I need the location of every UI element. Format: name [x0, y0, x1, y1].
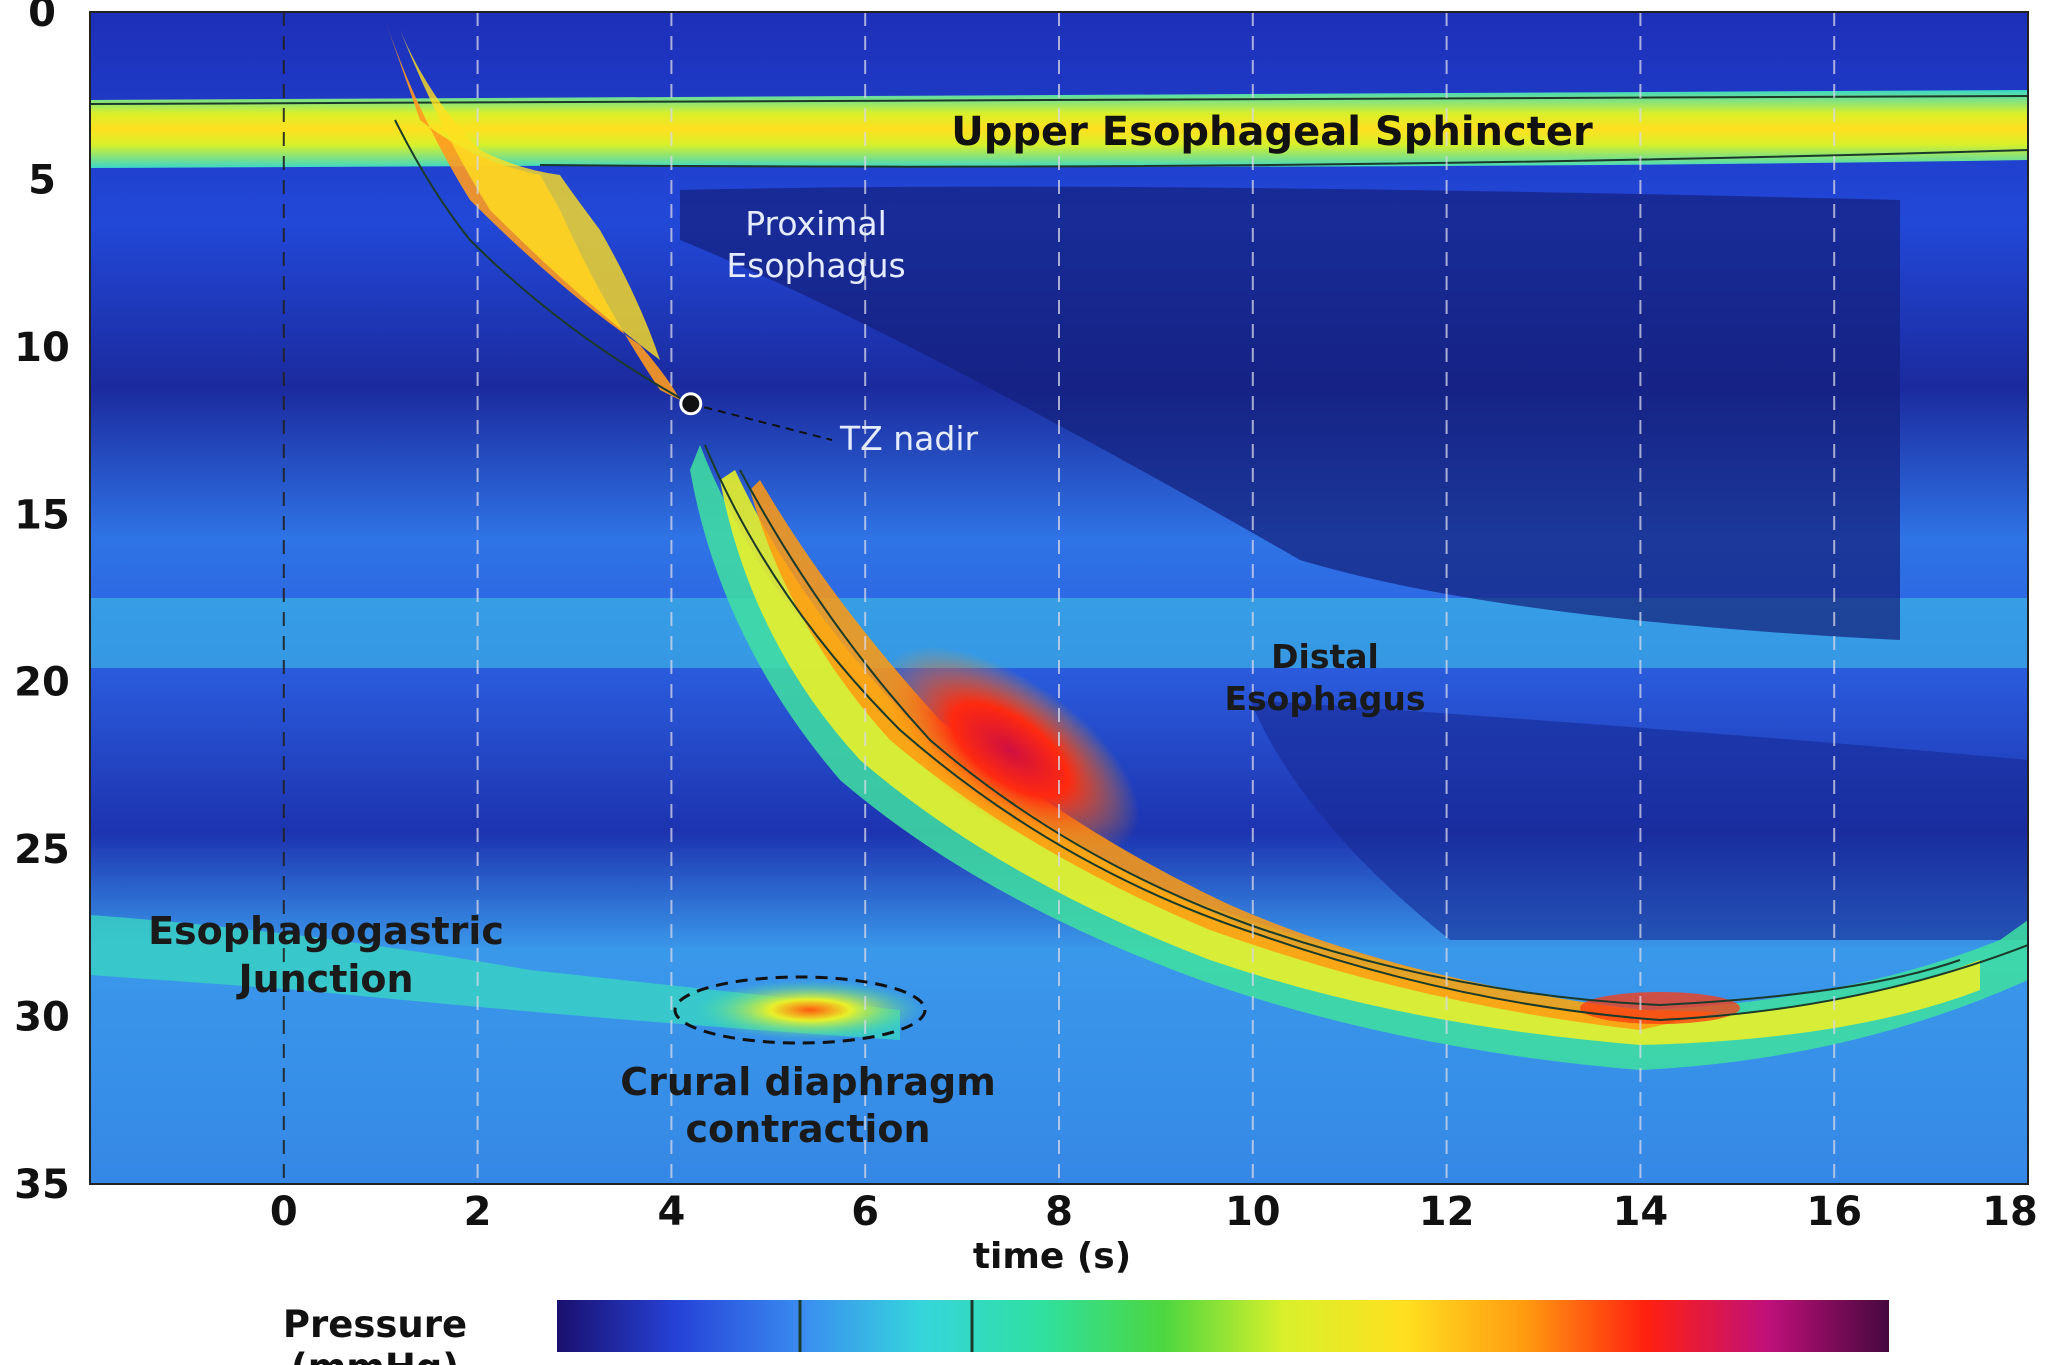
proximal-contour [394, 119, 681, 399]
y-tick-label: 0 [28, 0, 56, 36]
distal-peak [880, 646, 1140, 854]
y-tick-label: 5 [28, 157, 56, 203]
x-tick-label: 4 [657, 1189, 685, 1235]
colorbar-label: Pressure [283, 1303, 467, 1346]
tz-nadir-leader [690, 402, 833, 441]
distal-label-line2: Esophagus [1225, 679, 1426, 718]
distal-label-line1: Distal [1271, 637, 1379, 676]
y-tick-label: 10 [14, 325, 70, 371]
ues-band [90, 90, 2028, 168]
x-tick-label: 6 [851, 1189, 879, 1235]
crural-highlight-ellipse [673, 975, 927, 1045]
time-markers [282, 12, 1836, 1184]
proximal-label-line1: Proximal [745, 204, 887, 243]
crural-label-line1: Crural diaphragm [620, 1060, 996, 1104]
plot-frame [89, 11, 2029, 1185]
x-tick-label: 14 [1613, 1189, 1669, 1235]
x-tick-label: 12 [1419, 1189, 1475, 1235]
x-tick-label: 8 [1045, 1189, 1073, 1235]
x-tick-label: 18 [1982, 1189, 2038, 1235]
tz-nadir-point [679, 392, 703, 416]
y-tick-label: 20 [14, 660, 70, 706]
distal-contour-outer [704, 444, 2028, 1022]
y-axis-ticks: 0 5 10 15 20 25 30 35 [14, 0, 70, 1208]
x-axis-title: time (s) [973, 1236, 1131, 1277]
x-tick-label: 10 [1225, 1189, 1281, 1235]
x-tick-label: 0 [270, 1189, 298, 1235]
tz-nadir-label: TZ nadir [839, 419, 979, 458]
ues-contour-top [90, 95, 2028, 105]
colorbar [557, 1300, 1889, 1352]
x-axis-ticks: 0 2 4 6 8 10 12 14 16 18 [270, 1189, 2038, 1235]
ues-label: Upper Esophageal Sphincter [951, 109, 1593, 155]
x-tick-label: 16 [1806, 1189, 1862, 1235]
colorbar-unit: (mmHg) [291, 1346, 459, 1365]
crural-label-line2: contraction [685, 1107, 930, 1151]
y-tick-label: 25 [14, 827, 70, 873]
dark-region [680, 186, 1900, 640]
y-tick-label: 15 [14, 492, 70, 538]
y-tick-label: 35 [14, 1162, 70, 1208]
ues-contour-bottom [539, 149, 2028, 168]
proximal-label-line2: Esophagus [726, 246, 905, 285]
proximal-wave-core [400, 30, 660, 360]
egj-label-line2: Junction [235, 957, 413, 1001]
egj-label-line1: Esophagogastric [148, 909, 504, 953]
x-tick-label: 2 [464, 1189, 492, 1235]
distal-contour-inner [739, 469, 1961, 1007]
y-tick-label: 30 [14, 995, 70, 1041]
crural-hotspot [695, 980, 925, 1040]
